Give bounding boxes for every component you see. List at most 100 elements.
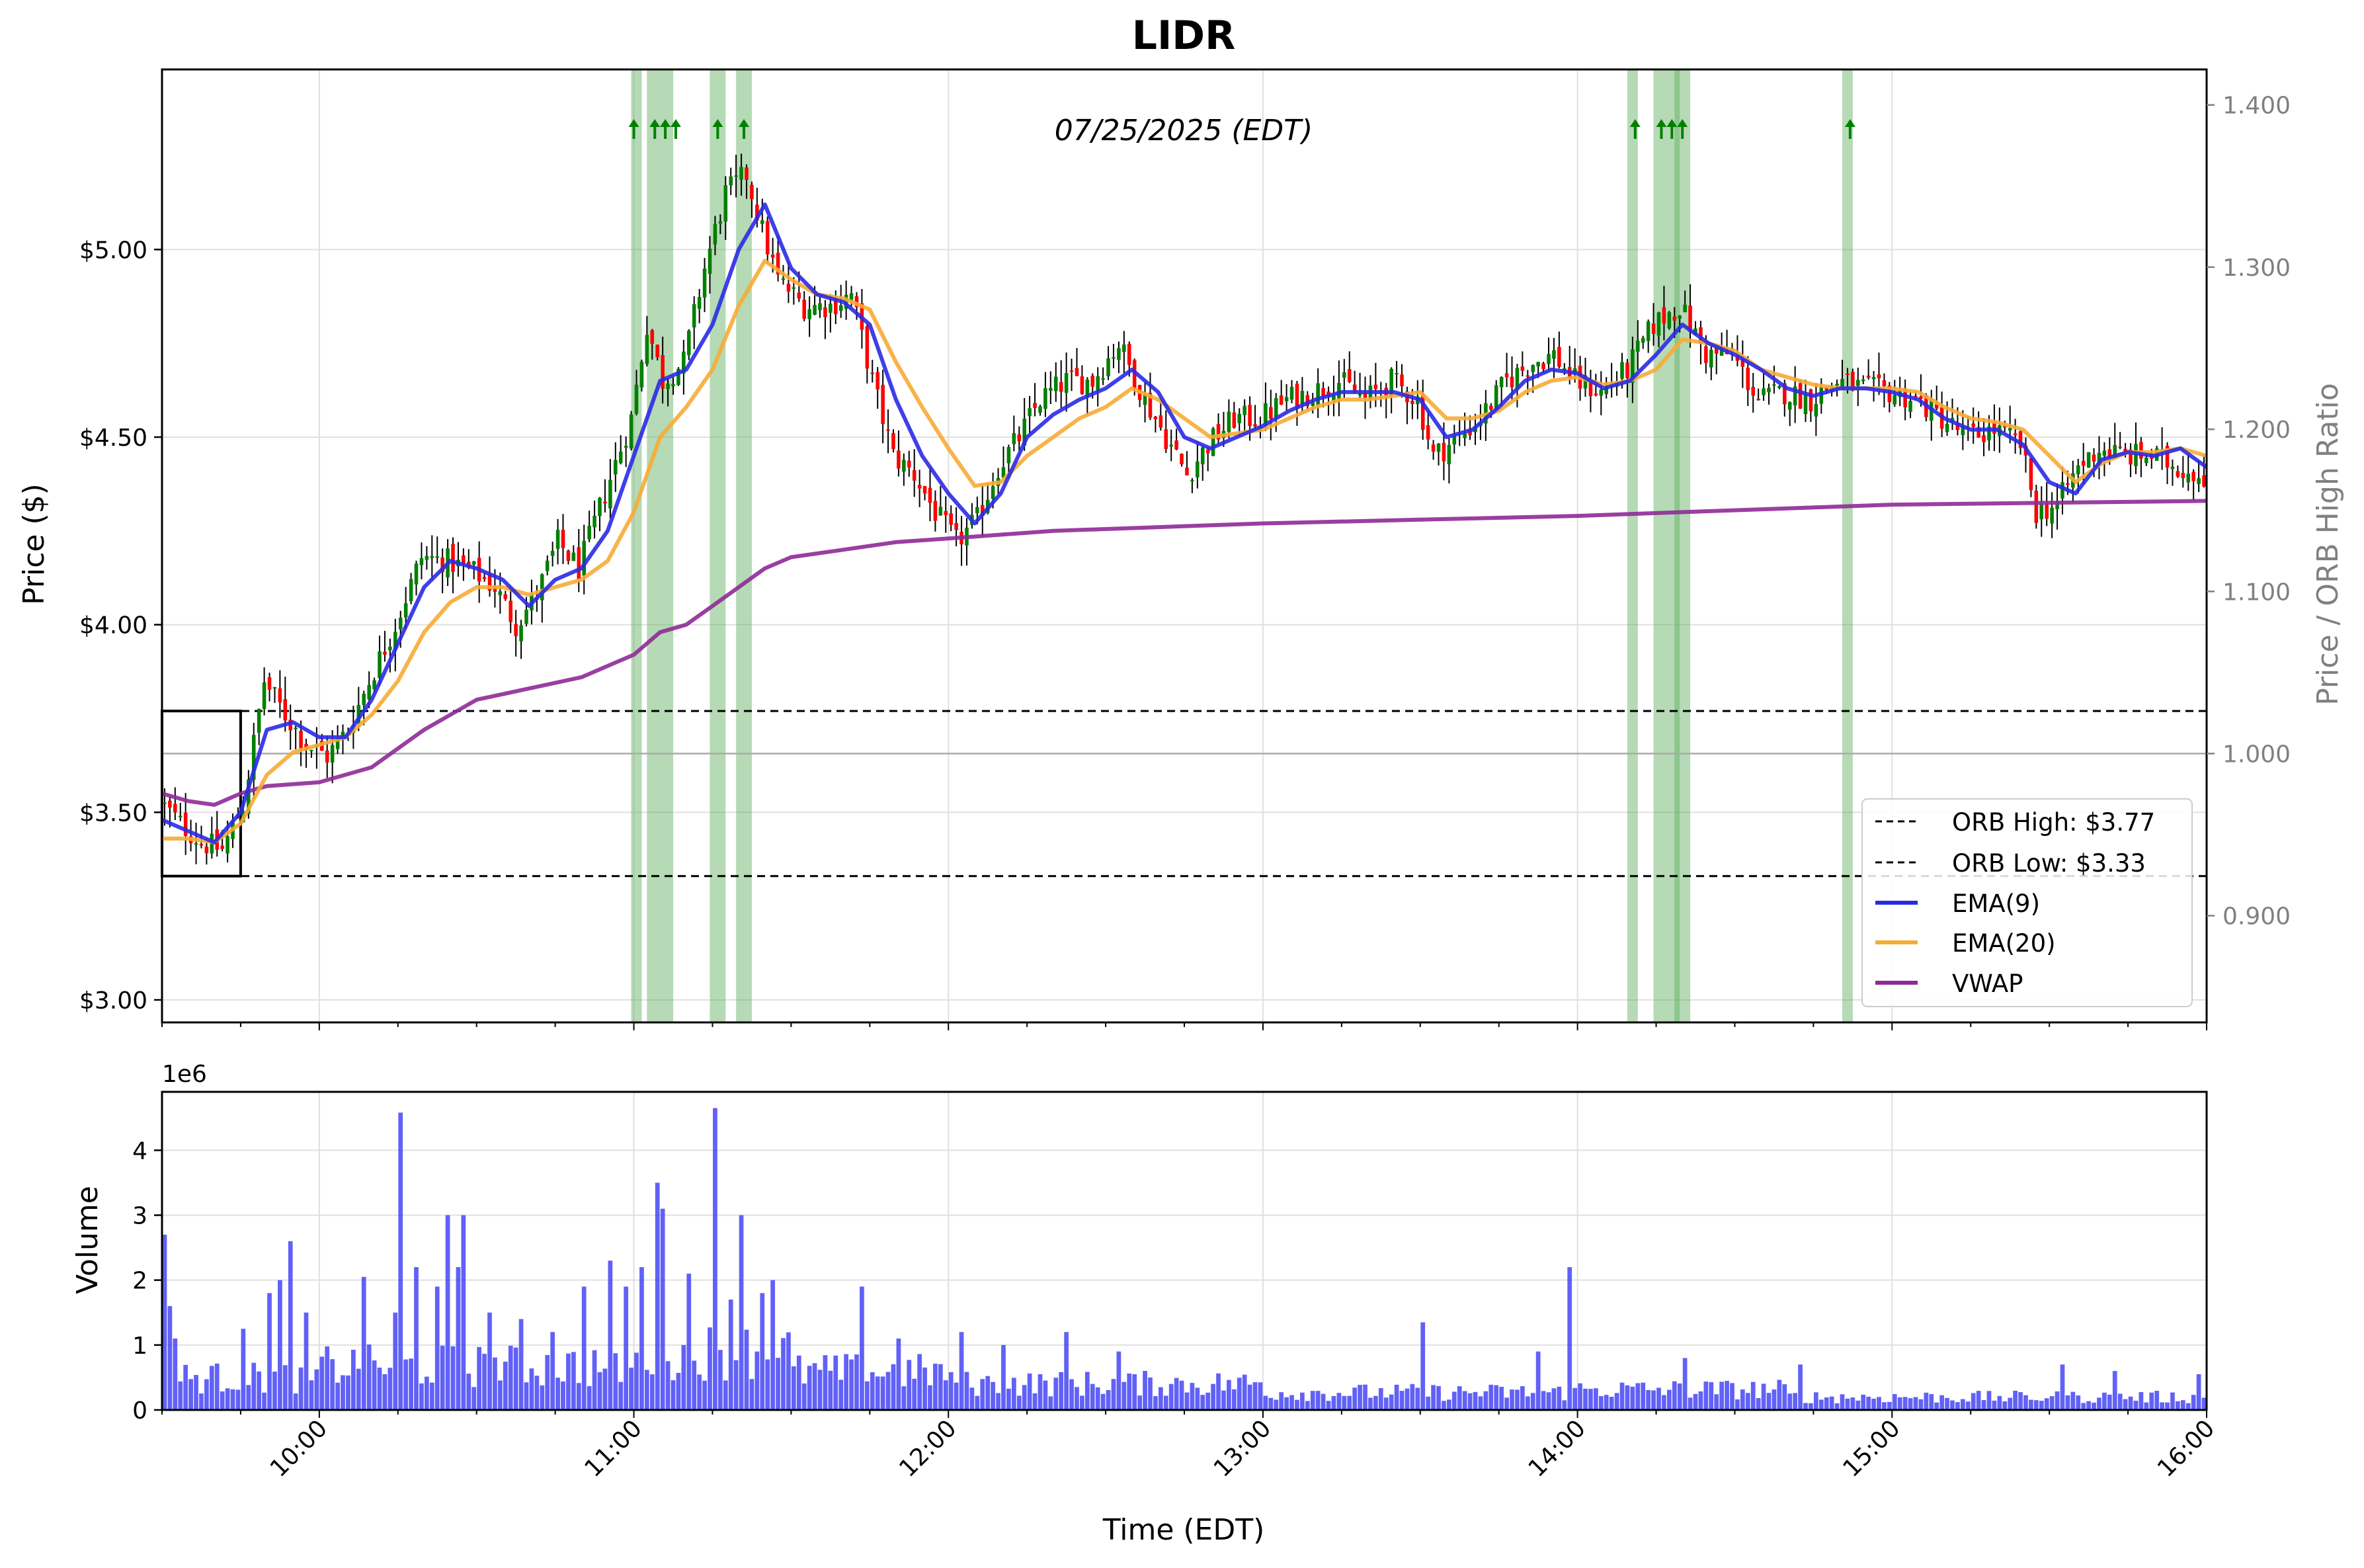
candle-body (545, 560, 550, 571)
volume-bar (1442, 1401, 1446, 1410)
volume-bar (1913, 1397, 1918, 1410)
candle-body (487, 574, 492, 591)
volume-bar (597, 1372, 602, 1410)
volume-bar (1415, 1387, 1420, 1410)
volume-bar (1227, 1380, 1231, 1410)
candle-body (792, 287, 796, 289)
signal-band-1 (647, 69, 674, 1022)
volume-bar (2092, 1402, 2096, 1410)
volume-bar (204, 1379, 209, 1410)
candle-body (1420, 395, 1425, 431)
candle-body (299, 730, 303, 749)
volume-bar (1813, 1392, 1818, 1410)
volume-bar (1750, 1382, 1756, 1410)
volume-bar (1918, 1399, 1924, 1410)
candle-body (550, 550, 555, 556)
volume-bar (257, 1371, 262, 1410)
volume-bar (980, 1379, 985, 1410)
volume-bar (267, 1293, 272, 1410)
candle-body (1395, 373, 1399, 375)
ratio-tick-label-2: 1.100 (2222, 579, 2291, 606)
volume-bar (1614, 1393, 1619, 1410)
candle-body (1059, 382, 1063, 392)
candle-body (262, 682, 266, 709)
candle-body (1871, 377, 1876, 380)
candle-body (666, 384, 670, 390)
volume-bar (1593, 1388, 1598, 1410)
volume-bar (1488, 1384, 1494, 1410)
candle-body (876, 372, 879, 390)
volume-bar (550, 1332, 555, 1410)
candle-body (1625, 362, 1629, 378)
volume-bar (199, 1393, 204, 1410)
candle-body (330, 745, 335, 763)
signal-arrow-head-1 (649, 119, 661, 127)
candle-body (425, 556, 429, 560)
candle-body (414, 563, 419, 585)
volume-bar (1426, 1396, 1431, 1410)
volume-bar (1258, 1382, 1263, 1410)
volume-bar (194, 1375, 198, 1410)
candle-body (1919, 396, 1923, 399)
candle-body (823, 307, 827, 317)
price-tick-label-4: $5.00 (79, 237, 147, 264)
volume-bar (445, 1215, 450, 1410)
volume-bar (1924, 1392, 1929, 1410)
legend-label-vwap: VWAP (1952, 970, 2023, 998)
candle-body (760, 220, 764, 224)
candle-body (183, 812, 188, 836)
volume-bar (1111, 1379, 1116, 1410)
volume-bar (1939, 1395, 1944, 1410)
candle-body (765, 221, 770, 255)
volume-bar (1756, 1398, 1761, 1410)
volume-bar (220, 1391, 225, 1410)
volume-bar (1383, 1397, 1389, 1410)
candle-body (1499, 377, 1504, 388)
volume-bar (1231, 1389, 1237, 1410)
volume-bar (2049, 1396, 2055, 1410)
volume-bar (1551, 1388, 1557, 1410)
volume-bar (319, 1356, 325, 1410)
candle-body (1563, 368, 1567, 370)
volume-bar (1981, 1400, 1986, 1410)
price-tick-label-0: $3.00 (79, 987, 147, 1014)
candle-body (587, 525, 591, 540)
volume-bar (2149, 1392, 2154, 1410)
candle-body (1463, 433, 1467, 438)
candle-body (372, 680, 376, 690)
price-axis-label: Price ($) (17, 483, 51, 605)
volume-bar (235, 1389, 241, 1410)
volume-bar (178, 1381, 183, 1410)
price-tick-label-1: $3.50 (79, 800, 147, 827)
candle-body (1987, 426, 1991, 440)
candle-body (1069, 370, 1074, 372)
volume-bar (1677, 1383, 1682, 1410)
candle-body (283, 699, 288, 721)
volume-bar (450, 1346, 456, 1410)
signal-arrow-head-4 (712, 119, 723, 127)
candle-body (204, 846, 209, 854)
volume-bar (1457, 1386, 1462, 1410)
signal-band-3 (736, 69, 752, 1022)
volume-bar (2201, 1397, 2207, 1410)
volume-bar (928, 1385, 932, 1410)
candle-body (1253, 424, 1257, 427)
candle-body (634, 384, 639, 414)
volume-bar (1168, 1383, 1174, 1410)
volume-bar (644, 1370, 649, 1410)
volume-bar (817, 1370, 823, 1410)
volume-exponent-label: 1e6 (162, 1061, 207, 1088)
volume-bar (1892, 1394, 1897, 1410)
candle-body (854, 296, 859, 308)
volume-bar (1027, 1373, 1032, 1410)
volume-bar (880, 1376, 885, 1410)
candle-body (1211, 428, 1215, 456)
volume-bar (2170, 1392, 2175, 1410)
candle-body (938, 507, 943, 516)
volume-bar (1714, 1394, 1719, 1410)
candle-body (1028, 408, 1032, 417)
volume-bar (1467, 1393, 1473, 1410)
volume-bar (1902, 1397, 1908, 1410)
volume-bar (1121, 1382, 1127, 1410)
